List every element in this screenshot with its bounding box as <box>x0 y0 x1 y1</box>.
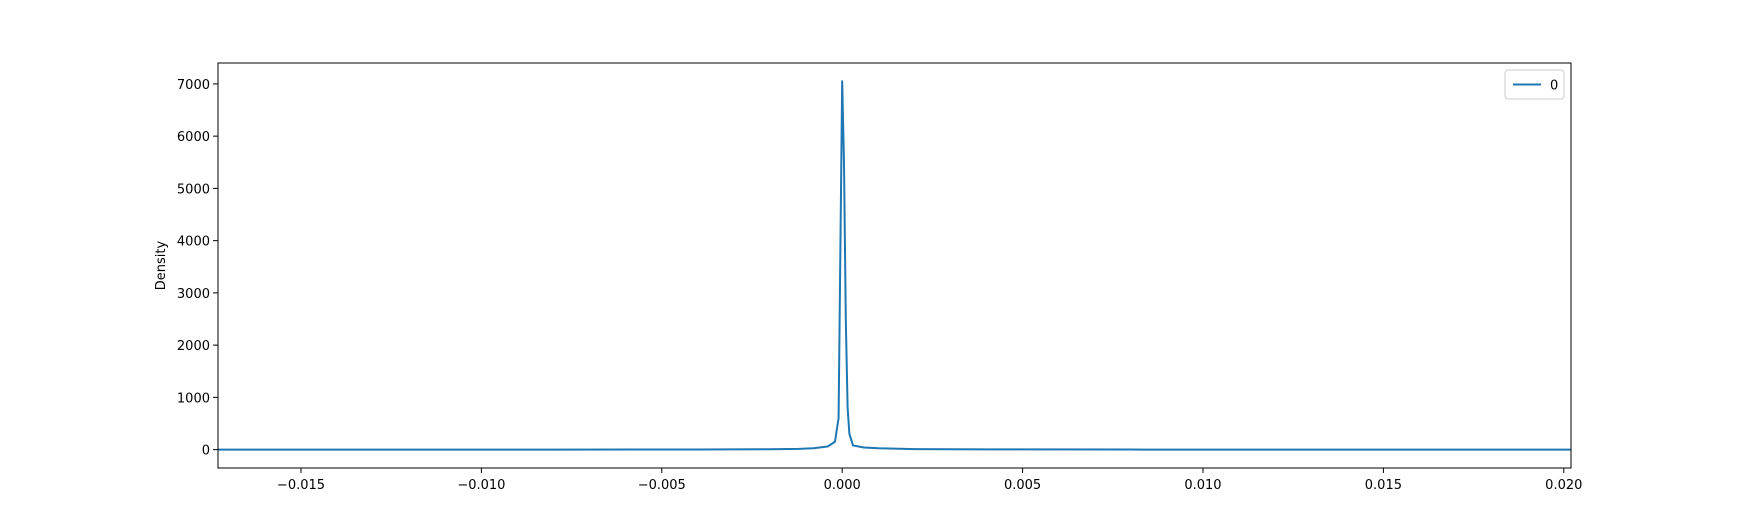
y-tick-label: 1000 <box>177 391 210 406</box>
y-tick-label: 7000 <box>177 78 210 93</box>
y-axis: 0 1000 2000 3000 4000 5000 6000 7000 <box>177 78 218 459</box>
x-axis: −0.015 −0.010 −0.005 0.000 0.005 0.010 0.015 0.… <box>277 468 1582 493</box>
series-line-0 <box>218 80 1571 451</box>
y-tick-label: 4000 <box>177 235 210 250</box>
x-tick-label: 0.015 <box>1365 478 1402 493</box>
x-tick-label: 0.020 <box>1545 478 1582 493</box>
y-tick-label: 0 <box>202 444 210 459</box>
legend: 0 <box>1504 69 1565 100</box>
y-tick-label: 2000 <box>177 339 210 354</box>
plot-area <box>217 62 1572 469</box>
y-tick-label: 3000 <box>177 287 210 302</box>
x-tick-label: 0.000 <box>824 478 861 493</box>
y-tick-label: 5000 <box>177 182 210 197</box>
x-tick-label: −0.015 <box>277 478 325 493</box>
legend-label-series-0: 0 <box>1550 79 1558 94</box>
x-tick-label: 0.010 <box>1184 478 1221 493</box>
x-tick-label: −0.005 <box>638 478 686 493</box>
y-tick-label: 6000 <box>177 130 210 145</box>
plot-frame <box>217 62 1572 469</box>
y-axis-label: Density <box>154 240 169 290</box>
x-tick-label: 0.005 <box>1004 478 1041 493</box>
x-tick-label: −0.010 <box>457 478 505 493</box>
